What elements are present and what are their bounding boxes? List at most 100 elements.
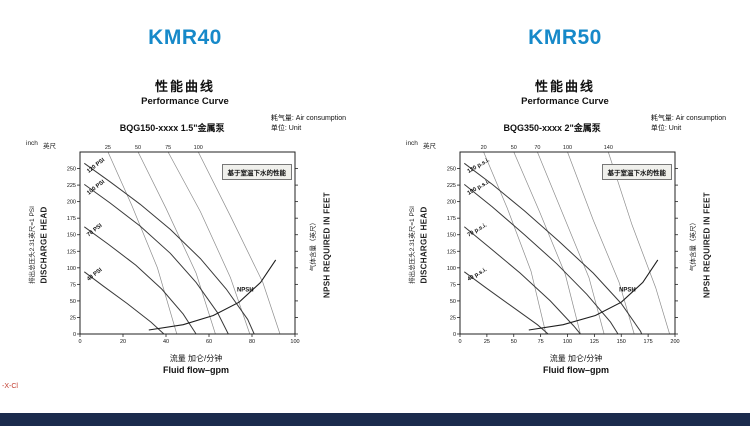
svg-text:100: 100: [67, 266, 76, 272]
svg-text:50: 50: [450, 299, 456, 305]
svg-text:50: 50: [70, 299, 76, 305]
svg-text:200: 200: [447, 200, 456, 206]
legend-unit-line: 单位: Unit: [650, 125, 682, 133]
svg-text:120 p.s.i.: 120 p.s.i.: [467, 157, 492, 175]
npsh-label-cn: 气体含量（英尺）: [310, 219, 317, 271]
legend-unit-line: 单位: Unit: [270, 125, 302, 133]
svg-text:225: 225: [67, 183, 76, 189]
npsh-label-en: NPSH REQUIRED IN FEET: [702, 192, 712, 298]
svg-text:70 p.s.i.: 70 p.s.i.: [467, 222, 489, 238]
svg-text:250: 250: [447, 167, 456, 173]
svg-text:100: 100: [447, 266, 456, 272]
chart-section-kmr40: KMR40 性能曲线 Performance Curve BQG150-xxxx…: [15, 26, 355, 375]
svg-text:125: 125: [67, 249, 76, 255]
svg-text:125: 125: [590, 339, 599, 345]
discharge-head-label-en: DISCHARGE HEAD: [39, 206, 49, 284]
svg-text:0: 0: [458, 339, 461, 345]
svg-text:75: 75: [165, 145, 171, 151]
air-consumption-legend: 耗气量: Air consumption 单位: Unit: [271, 114, 346, 134]
figure-title-en: Performance Curve: [521, 96, 609, 107]
svg-text:40 p.s.i.: 40 p.s.i.: [467, 267, 489, 283]
chart-body: 排出总压头2.31英尺=1 PSI DISCHARGE HEAD inch 英尺…: [404, 140, 726, 350]
left-axis-labels: 排出总压头2.31英尺=1 PSI DISCHARGE HEAD: [404, 140, 432, 350]
svg-text:40: 40: [163, 339, 169, 345]
x-axis-labels: 流量 加仑/分钟 Fluid flow–gpm: [404, 353, 726, 375]
svg-text:25: 25: [450, 315, 456, 321]
performance-chart-svg-kmr50: 20 50 70 100 140 120 p.s.i. 100 p.s.i. 70 p.s.i…: [447, 145, 680, 345]
left-axis-labels: 排出总压头2.31英尺=1 PSI DISCHARGE HEAD: [24, 140, 52, 350]
plot-area: inch 英尺 25 50 75 100 120 PSI 100 PSI 70 PSI 40 …: [26, 140, 304, 350]
discharge-head-label-cn: 排出总压头2.31英尺=1 PSI: [29, 206, 36, 284]
svg-text:100: 100: [563, 339, 572, 345]
svg-text:200: 200: [67, 200, 76, 206]
charts-row: KMR40 性能曲线 Performance Curve BQG150-xxxx…: [15, 26, 735, 375]
flow-label-en: Fluid flow–gpm: [163, 365, 229, 375]
chart-body: 排出总压头2.31英尺=1 PSI DISCHARGE HEAD inch 英尺…: [24, 140, 346, 350]
flow-label-cn: 流量 加仑/分钟: [169, 354, 223, 363]
discharge-head-label-cn: 排出总压头2.31英尺=1 PSI: [409, 206, 416, 284]
svg-text:NPSH: NPSH: [237, 288, 254, 294]
unit-inch-label: inch: [26, 140, 38, 147]
kmr50-figure: 性能曲线 Performance Curve BQG350-xxxx 2"金属泵…: [404, 76, 726, 375]
svg-text:75: 75: [70, 282, 76, 288]
svg-text:150: 150: [617, 339, 626, 345]
svg-text:50: 50: [511, 145, 517, 151]
svg-text:60: 60: [206, 339, 212, 345]
right-axis-labels: 气体含量（英尺） NPSH REQUIRED IN FEET: [684, 140, 716, 350]
air-consumption-legend: 耗气量: Air consumption 单位: Unit: [651, 114, 726, 134]
legend-air-line: 耗气量: Air consumption: [270, 115, 346, 122]
svg-text:75: 75: [450, 282, 456, 288]
discharge-head-label-en: DISCHARGE HEAD: [419, 206, 429, 284]
plot-area: inch 英尺 20 50 70 100 140 120 p.s.i. 100 p.s.i.…: [406, 140, 684, 350]
svg-text:100 p.s.i.: 100 p.s.i.: [467, 179, 492, 197]
footer-bar: [0, 413, 750, 426]
flow-label-cn: 流量 加仑/分钟: [549, 354, 603, 363]
kmr40-figure: 性能曲线 Performance Curve BQG150-xxxx 1.5"金…: [24, 76, 346, 375]
svg-text:125: 125: [447, 249, 456, 255]
svg-text:100: 100: [194, 145, 203, 151]
water-performance-note: 基于室温下水的性能: [221, 164, 292, 180]
watermark-text: -X-Cl: [2, 383, 18, 390]
svg-text:80: 80: [249, 339, 255, 345]
svg-text:25: 25: [105, 145, 111, 151]
axis-unit-corner: inch 英尺: [406, 140, 436, 150]
water-performance-note: 基于室温下水的性能: [601, 164, 672, 180]
unit-feet-label: 英尺: [42, 143, 56, 150]
pump-model-label: BQG350-xxxx 2"金属泵: [503, 123, 601, 133]
svg-text:100: 100: [290, 339, 299, 345]
svg-text:200: 200: [670, 339, 679, 345]
legend-air-line: 耗气量: Air consumption: [650, 115, 726, 122]
figure-title-cn: 性能曲线: [534, 79, 595, 94]
figure-header: BQG350-xxxx 2"金属泵 耗气量: Air consumption 单…: [404, 114, 726, 138]
chart-section-kmr50: KMR50 性能曲线 Performance Curve BQG350-xxxx…: [395, 26, 735, 375]
svg-text:20: 20: [120, 339, 126, 345]
svg-text:20: 20: [481, 145, 487, 151]
unit-feet-label: 英尺: [422, 143, 436, 150]
svg-text:150: 150: [67, 233, 76, 239]
axis-unit-corner: inch 英尺: [26, 140, 56, 150]
svg-text:0: 0: [78, 339, 81, 345]
x-axis-labels: 流量 加仑/分钟 Fluid flow–gpm: [24, 353, 346, 375]
svg-text:0: 0: [73, 332, 76, 338]
svg-text:100: 100: [563, 145, 572, 151]
svg-text:70 PSI: 70 PSI: [86, 223, 104, 239]
flow-label-en: Fluid flow–gpm: [543, 365, 609, 375]
right-axis-labels: 气体含量（英尺） NPSH REQUIRED IN FEET: [304, 140, 336, 350]
svg-text:225: 225: [447, 183, 456, 189]
svg-text:NPSH: NPSH: [619, 288, 636, 294]
npsh-label-en: NPSH REQUIRED IN FEET: [322, 192, 332, 298]
svg-text:0: 0: [453, 332, 456, 338]
kmr50-heading: KMR50: [528, 26, 602, 49]
kmr40-heading: KMR40: [148, 26, 222, 49]
svg-text:25: 25: [70, 315, 76, 321]
svg-text:25: 25: [484, 339, 490, 345]
svg-text:250: 250: [67, 167, 76, 173]
svg-text:175: 175: [447, 216, 456, 222]
svg-text:140: 140: [604, 145, 613, 151]
unit-inch-label: inch: [406, 140, 418, 147]
figure-title-cn: 性能曲线: [154, 79, 215, 94]
figure-header: BQG150-xxxx 1.5"金属泵 耗气量: Air consumption…: [24, 114, 346, 138]
svg-text:175: 175: [644, 339, 653, 345]
svg-text:175: 175: [67, 216, 76, 222]
